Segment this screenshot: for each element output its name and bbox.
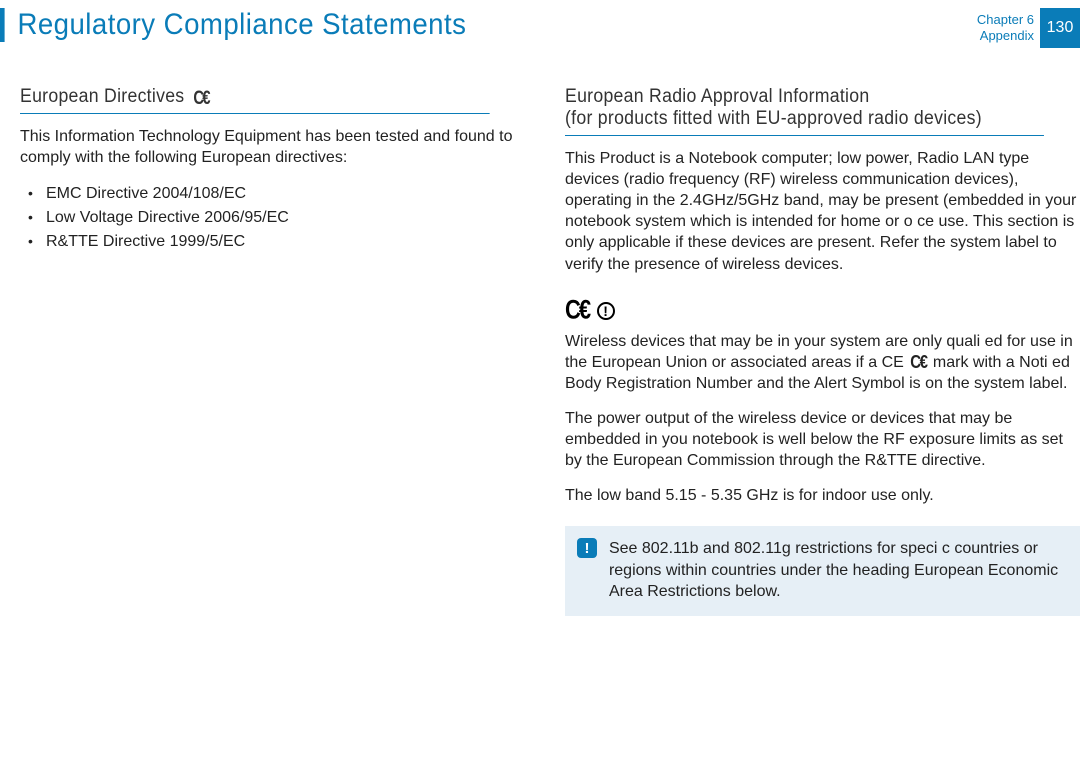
left-heading-text: European Directives bbox=[20, 86, 184, 107]
right-column: European Radio Approval Information (for… bbox=[565, 86, 1080, 616]
left-heading: European Directives C€ bbox=[20, 86, 490, 114]
right-para4: The low band 5.15 - 5.35 GHz is for indo… bbox=[565, 485, 1080, 506]
directive-list: EMC Directive 2004/108/EC Low Voltage Di… bbox=[20, 182, 525, 254]
page-header: Regulatory Compliance Statements Chapter… bbox=[0, 0, 1080, 48]
list-item: EMC Directive 2004/108/EC bbox=[24, 182, 525, 206]
ce-mark-icon: C€ bbox=[193, 88, 208, 110]
section-label: Appendix bbox=[977, 28, 1034, 44]
page-title: Regulatory Compliance Statements bbox=[0, 8, 466, 42]
right-heading-line1: European Radio Approval Information bbox=[565, 86, 869, 107]
left-intro: This Information Technology Equipment ha… bbox=[20, 126, 525, 168]
ce-mark-icon: C€ bbox=[910, 351, 926, 375]
right-para1: This Product is a Notebook computer; low… bbox=[565, 148, 1080, 275]
header-right: Chapter 6 Appendix 130 bbox=[977, 8, 1080, 48]
right-heading: European Radio Approval Information (for… bbox=[565, 86, 1044, 136]
content-area: European Directives C€ This Information … bbox=[0, 48, 1080, 616]
page-number-badge: 130 bbox=[1040, 8, 1080, 48]
ce-mark-icon: C€ bbox=[565, 294, 589, 325]
ce-alert-symbol-row: C€ ! bbox=[565, 297, 1080, 323]
chapter-label: Chapter 6 bbox=[977, 12, 1034, 28]
left-column: European Directives C€ This Information … bbox=[20, 86, 525, 616]
note-text: See 802.11b and 802.11g restrictions for… bbox=[609, 538, 1066, 601]
info-icon: ! bbox=[577, 538, 597, 558]
note-box: ! See 802.11b and 802.11g restrictions f… bbox=[565, 526, 1080, 615]
chapter-info: Chapter 6 Appendix bbox=[977, 12, 1034, 45]
alert-symbol-icon: ! bbox=[597, 302, 615, 320]
right-heading-line2: (for products ﬁtted with EU-approved rad… bbox=[565, 108, 1044, 130]
list-item: R&TTE Directive 1999/5/EC bbox=[24, 230, 525, 254]
list-item: Low Voltage Directive 2006/95/EC bbox=[24, 206, 525, 230]
right-para3: The power output of the wireless device … bbox=[565, 408, 1080, 471]
right-para2: Wireless devices that may be in your sys… bbox=[565, 331, 1080, 394]
